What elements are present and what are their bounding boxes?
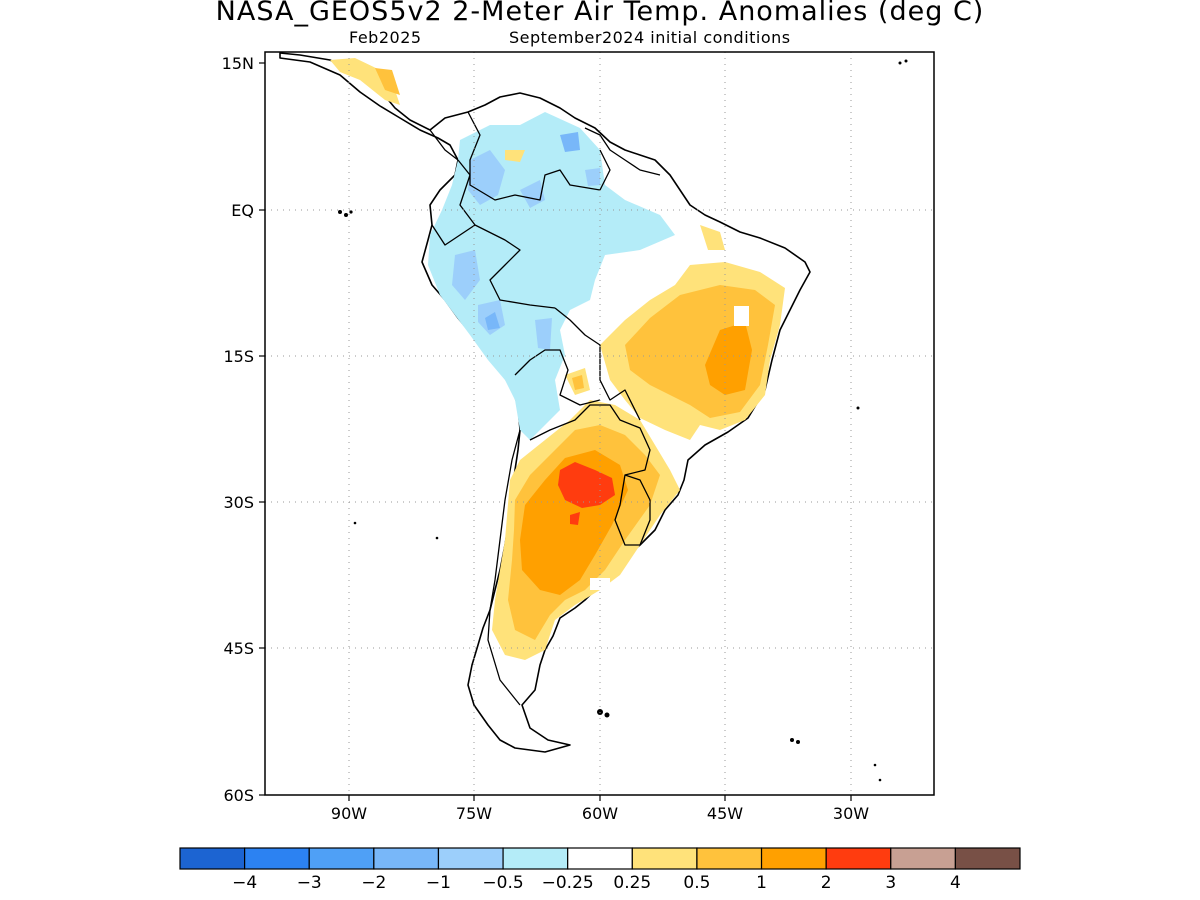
colorbar-label: 4 bbox=[950, 873, 961, 893]
lon-label: 45W bbox=[707, 804, 743, 823]
colorbar-label: −0.5 bbox=[482, 873, 523, 893]
colorbar-swatch bbox=[890, 847, 956, 870]
colorbar-label: −4 bbox=[232, 873, 257, 893]
initial-conditions: September2024 initial conditions bbox=[509, 28, 791, 47]
lat-label: EQ bbox=[231, 201, 254, 220]
map-title: NASA_GEOS5v2 2-Meter Air Temp. Anomalies… bbox=[215, 0, 985, 27]
lon-label: 75W bbox=[456, 804, 492, 823]
colorbar-swatch bbox=[825, 847, 892, 870]
lon-label: 60W bbox=[582, 804, 618, 823]
colorbar-swatch bbox=[244, 847, 310, 870]
colorbar-swatch bbox=[954, 847, 1021, 870]
longitude-labels: 90W 75W 60W 45W 30W bbox=[331, 804, 869, 823]
colorbar-label: −1 bbox=[426, 873, 451, 893]
map-area bbox=[279, 52, 908, 782]
colorbar-label: −2 bbox=[361, 873, 386, 893]
colorbar-swatch bbox=[631, 847, 698, 870]
positive-anomaly-layer bbox=[330, 58, 785, 660]
negative-anomaly-layer bbox=[428, 112, 675, 440]
lat-label: 30S bbox=[223, 493, 254, 512]
colorbar-label: 3 bbox=[885, 873, 896, 893]
lon-label: 90W bbox=[331, 804, 367, 823]
lat-label: 15N bbox=[222, 54, 254, 73]
colorbar-label: 0.5 bbox=[683, 873, 710, 893]
colorbar-swatch bbox=[437, 847, 504, 870]
colorbar-label: −3 bbox=[297, 873, 322, 893]
colorbar-swatch bbox=[760, 847, 827, 870]
colorbar-swatch bbox=[502, 847, 569, 870]
colorbar: −4 −3 −2 −1 −0.5 −0.25 0.25 0.5 1 2 3 4 bbox=[179, 847, 1021, 893]
lat-label: 60S bbox=[223, 786, 254, 805]
forecast-month: Feb2025 bbox=[349, 28, 422, 47]
latitude-labels: 15N EQ 15S 30S 45S 60S bbox=[222, 54, 254, 805]
lon-label: 30W bbox=[833, 804, 869, 823]
lat-label: 45S bbox=[223, 639, 254, 658]
colorbar-label: −0.25 bbox=[542, 873, 594, 893]
colorbar-swatch bbox=[567, 847, 633, 870]
lat-label: 15S bbox=[223, 347, 254, 366]
colorbar-swatch bbox=[179, 847, 246, 870]
colorbar-label: 0.25 bbox=[613, 873, 651, 893]
colorbar-label: 1 bbox=[756, 873, 767, 893]
colorbar-swatch bbox=[308, 847, 375, 870]
islands bbox=[338, 59, 908, 782]
colorbar-swatch bbox=[696, 847, 763, 870]
colorbar-swatch bbox=[373, 847, 440, 870]
colorbar-label: 2 bbox=[821, 873, 832, 893]
